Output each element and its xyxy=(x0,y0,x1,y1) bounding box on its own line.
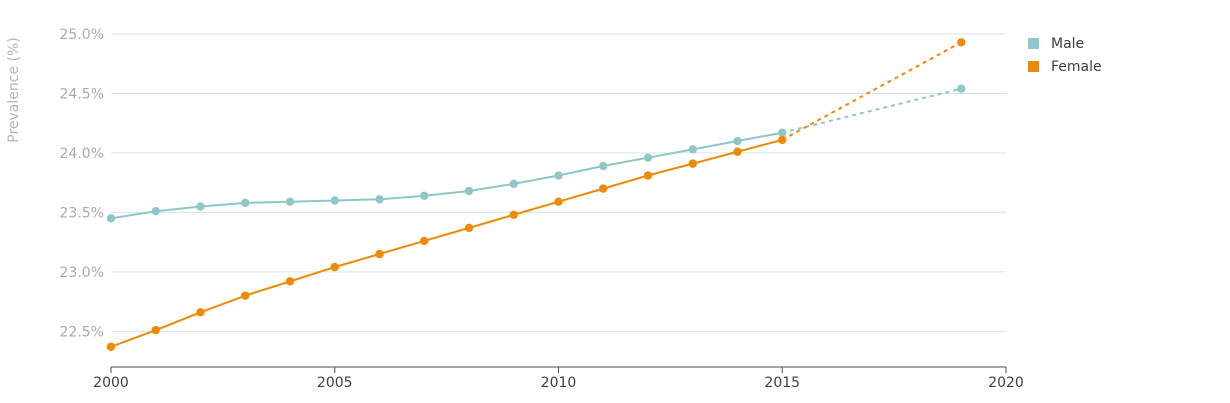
data-point-male[interactable] xyxy=(106,214,116,223)
data-point-male[interactable] xyxy=(330,196,339,205)
projection-line-female xyxy=(781,41,962,141)
y-tick-label: 23.5% xyxy=(60,205,104,221)
legend-swatch-female xyxy=(1028,61,1039,72)
legend-label-female: Female xyxy=(1051,58,1102,75)
x-tick-label: 2020 xyxy=(988,375,1024,391)
y-tick-labels: 22.5% 23.0% 23.5% 24.0% 24.5% 25.0% xyxy=(60,27,104,340)
data-point-male[interactable] xyxy=(151,207,160,216)
projection-point-male[interactable] xyxy=(957,84,966,93)
x-tick-label: 2000 xyxy=(93,375,129,391)
data-point-male[interactable] xyxy=(688,145,697,154)
gridlines xyxy=(111,33,1006,332)
y-tick-label: 24.5% xyxy=(60,86,104,102)
data-point-male[interactable] xyxy=(241,198,250,208)
data-point-female[interactable] xyxy=(509,210,518,219)
legend-item-male[interactable]: Male xyxy=(1028,32,1102,55)
series-male xyxy=(106,84,966,223)
data-point-male[interactable] xyxy=(778,128,787,137)
data-point-female[interactable] xyxy=(196,308,205,317)
y-tick-label: 22.5% xyxy=(60,324,104,340)
projection-line-male xyxy=(782,87,962,134)
projection-point-female[interactable] xyxy=(957,38,966,47)
data-point-female[interactable] xyxy=(330,262,339,272)
data-point-female[interactable] xyxy=(151,325,160,335)
data-point-female[interactable] xyxy=(285,277,295,286)
data-point-male[interactable] xyxy=(464,186,474,196)
legend-label-male: Male xyxy=(1051,35,1085,52)
data-point-female[interactable] xyxy=(599,184,608,193)
data-point-female[interactable] xyxy=(106,342,116,351)
legend-item-female[interactable]: Female xyxy=(1028,55,1102,78)
data-point-male[interactable] xyxy=(509,179,518,189)
data-point-male[interactable] xyxy=(643,153,653,162)
series-line-male xyxy=(110,131,783,220)
series-line-female xyxy=(110,138,783,348)
data-point-male[interactable] xyxy=(375,195,384,204)
y-tick-label: 23.0% xyxy=(60,265,104,281)
data-point-female[interactable] xyxy=(643,171,653,180)
x-tick-label: 2005 xyxy=(317,375,353,391)
data-point-female[interactable] xyxy=(554,197,563,206)
legend-swatch-male xyxy=(1028,38,1039,49)
y-tick-label: 24.0% xyxy=(60,146,104,162)
y-axis-title: Prevalence (%) xyxy=(6,37,22,143)
data-point-female[interactable] xyxy=(420,236,429,246)
data-point-female[interactable] xyxy=(688,159,697,168)
x-tick-label: 2010 xyxy=(541,375,577,391)
data-point-male[interactable] xyxy=(196,202,205,211)
series-female xyxy=(106,38,966,351)
legend: Male Female xyxy=(1028,32,1102,78)
x-tick-label: 2015 xyxy=(764,375,800,391)
data-point-female[interactable] xyxy=(778,135,787,145)
data-point-male[interactable] xyxy=(599,161,608,171)
data-point-female[interactable] xyxy=(464,223,474,233)
data-point-male[interactable] xyxy=(420,191,429,200)
data-point-female[interactable] xyxy=(241,291,250,300)
data-point-female[interactable] xyxy=(733,147,742,156)
y-tick-label: 25.0% xyxy=(60,27,104,43)
series-lines xyxy=(106,38,966,351)
x-axis: 2000 2005 2010 2015 2020 xyxy=(93,366,1024,391)
data-point-female[interactable] xyxy=(375,249,384,259)
data-point-male[interactable] xyxy=(554,171,563,180)
data-point-male[interactable] xyxy=(733,136,742,146)
data-point-male[interactable] xyxy=(285,197,295,206)
